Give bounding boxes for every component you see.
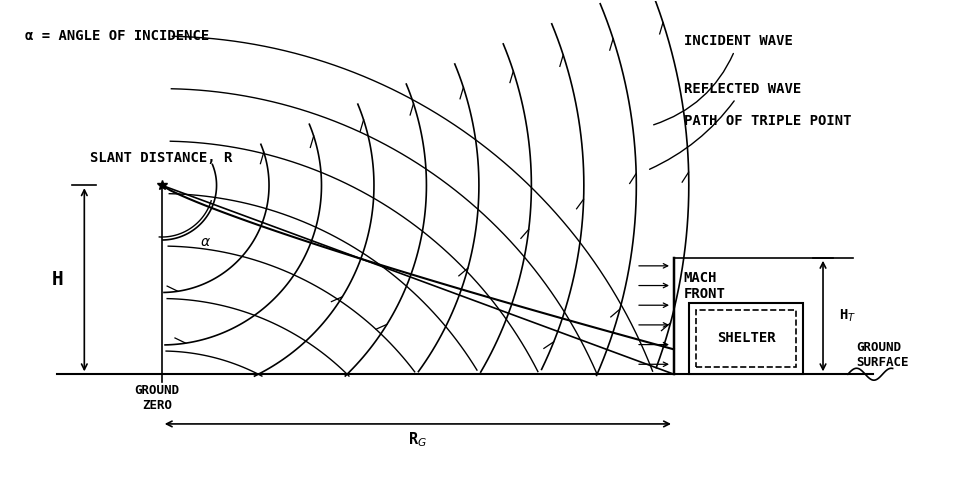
Text: PATH OF TRIPLE POINT: PATH OF TRIPLE POINT (684, 114, 851, 128)
Text: GROUND
SURFACE: GROUND SURFACE (856, 341, 908, 369)
Text: REFLECTED WAVE: REFLECTED WAVE (649, 82, 801, 169)
Text: α = ANGLE OF INCIDENCE: α = ANGLE OF INCIDENCE (25, 29, 208, 43)
Text: GROUND
ZERO: GROUND ZERO (134, 384, 179, 412)
Text: H: H (51, 270, 64, 289)
Text: R$_G$: R$_G$ (408, 430, 427, 449)
Text: MACH
FRONT: MACH FRONT (684, 271, 726, 301)
Bar (696, 310, 796, 367)
Text: SLANT DISTANCE, R: SLANT DISTANCE, R (91, 152, 233, 166)
Text: $\alpha$: $\alpha$ (200, 235, 211, 249)
Bar (689, 302, 803, 374)
Text: H$_T$: H$_T$ (839, 308, 856, 324)
Text: INCIDENT WAVE: INCIDENT WAVE (653, 34, 792, 125)
Text: SHELTER: SHELTER (717, 331, 775, 346)
